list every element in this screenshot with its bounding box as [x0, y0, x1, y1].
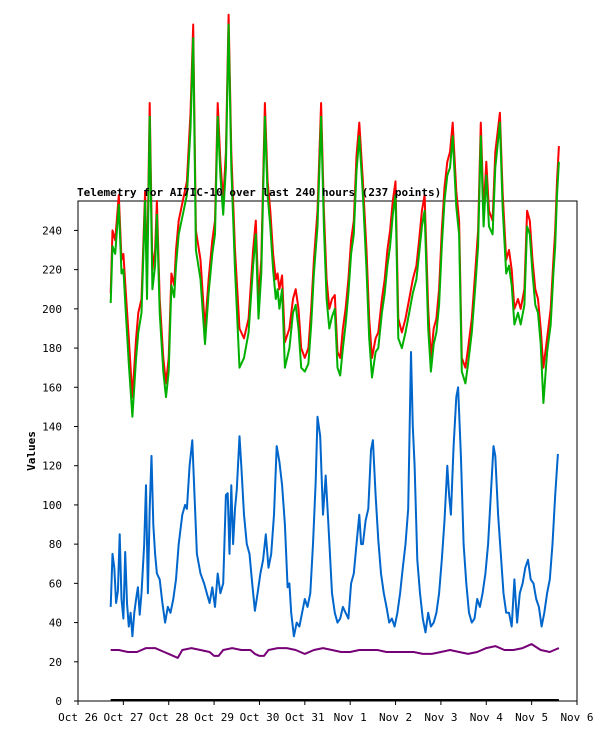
- x-tick-label: Nov 1: [334, 711, 367, 724]
- y-tick-label: 60: [49, 577, 62, 590]
- series-line-2: [109, 351, 559, 638]
- y-tick-label: 140: [42, 420, 62, 433]
- y-tick-label: 160: [42, 381, 62, 394]
- x-tick-label: Nov 3: [424, 711, 457, 724]
- x-tick-label: Oct 29: [194, 711, 234, 724]
- series-line-1: [109, 23, 560, 418]
- y-tick-label: 20: [49, 656, 62, 669]
- x-tick-label: Nov 6: [560, 711, 593, 724]
- y-tick-label: 80: [49, 538, 62, 551]
- x-tick-label: Oct 26: [58, 711, 98, 724]
- y-tick-label: 0: [55, 695, 62, 708]
- x-tick-label: Nov 4: [470, 711, 503, 724]
- y-tick-label: 100: [42, 499, 62, 512]
- x-tick-label: Nov 5: [515, 711, 548, 724]
- y-tick-label: 220: [42, 264, 62, 277]
- x-tick-label: Oct 28: [149, 711, 189, 724]
- y-tick-label: 180: [42, 342, 62, 355]
- y-tick-label: 240: [42, 224, 62, 237]
- series-line-0: [109, 13, 560, 399]
- y-axis-label: Values: [25, 431, 38, 471]
- y-tick-label: 120: [42, 460, 62, 473]
- x-tick-label: Oct 27: [103, 711, 143, 724]
- x-tick-label: Nov 2: [379, 711, 412, 724]
- series-line-3: [110, 643, 560, 659]
- y-tick-label: 40: [49, 617, 62, 630]
- x-tick-label: Oct 31: [285, 711, 325, 724]
- y-tick-label: 200: [42, 303, 62, 316]
- chart-title: Telemetry for AI7IC-10 over last 240 hou…: [77, 186, 441, 199]
- x-tick-label: Oct 30: [240, 711, 280, 724]
